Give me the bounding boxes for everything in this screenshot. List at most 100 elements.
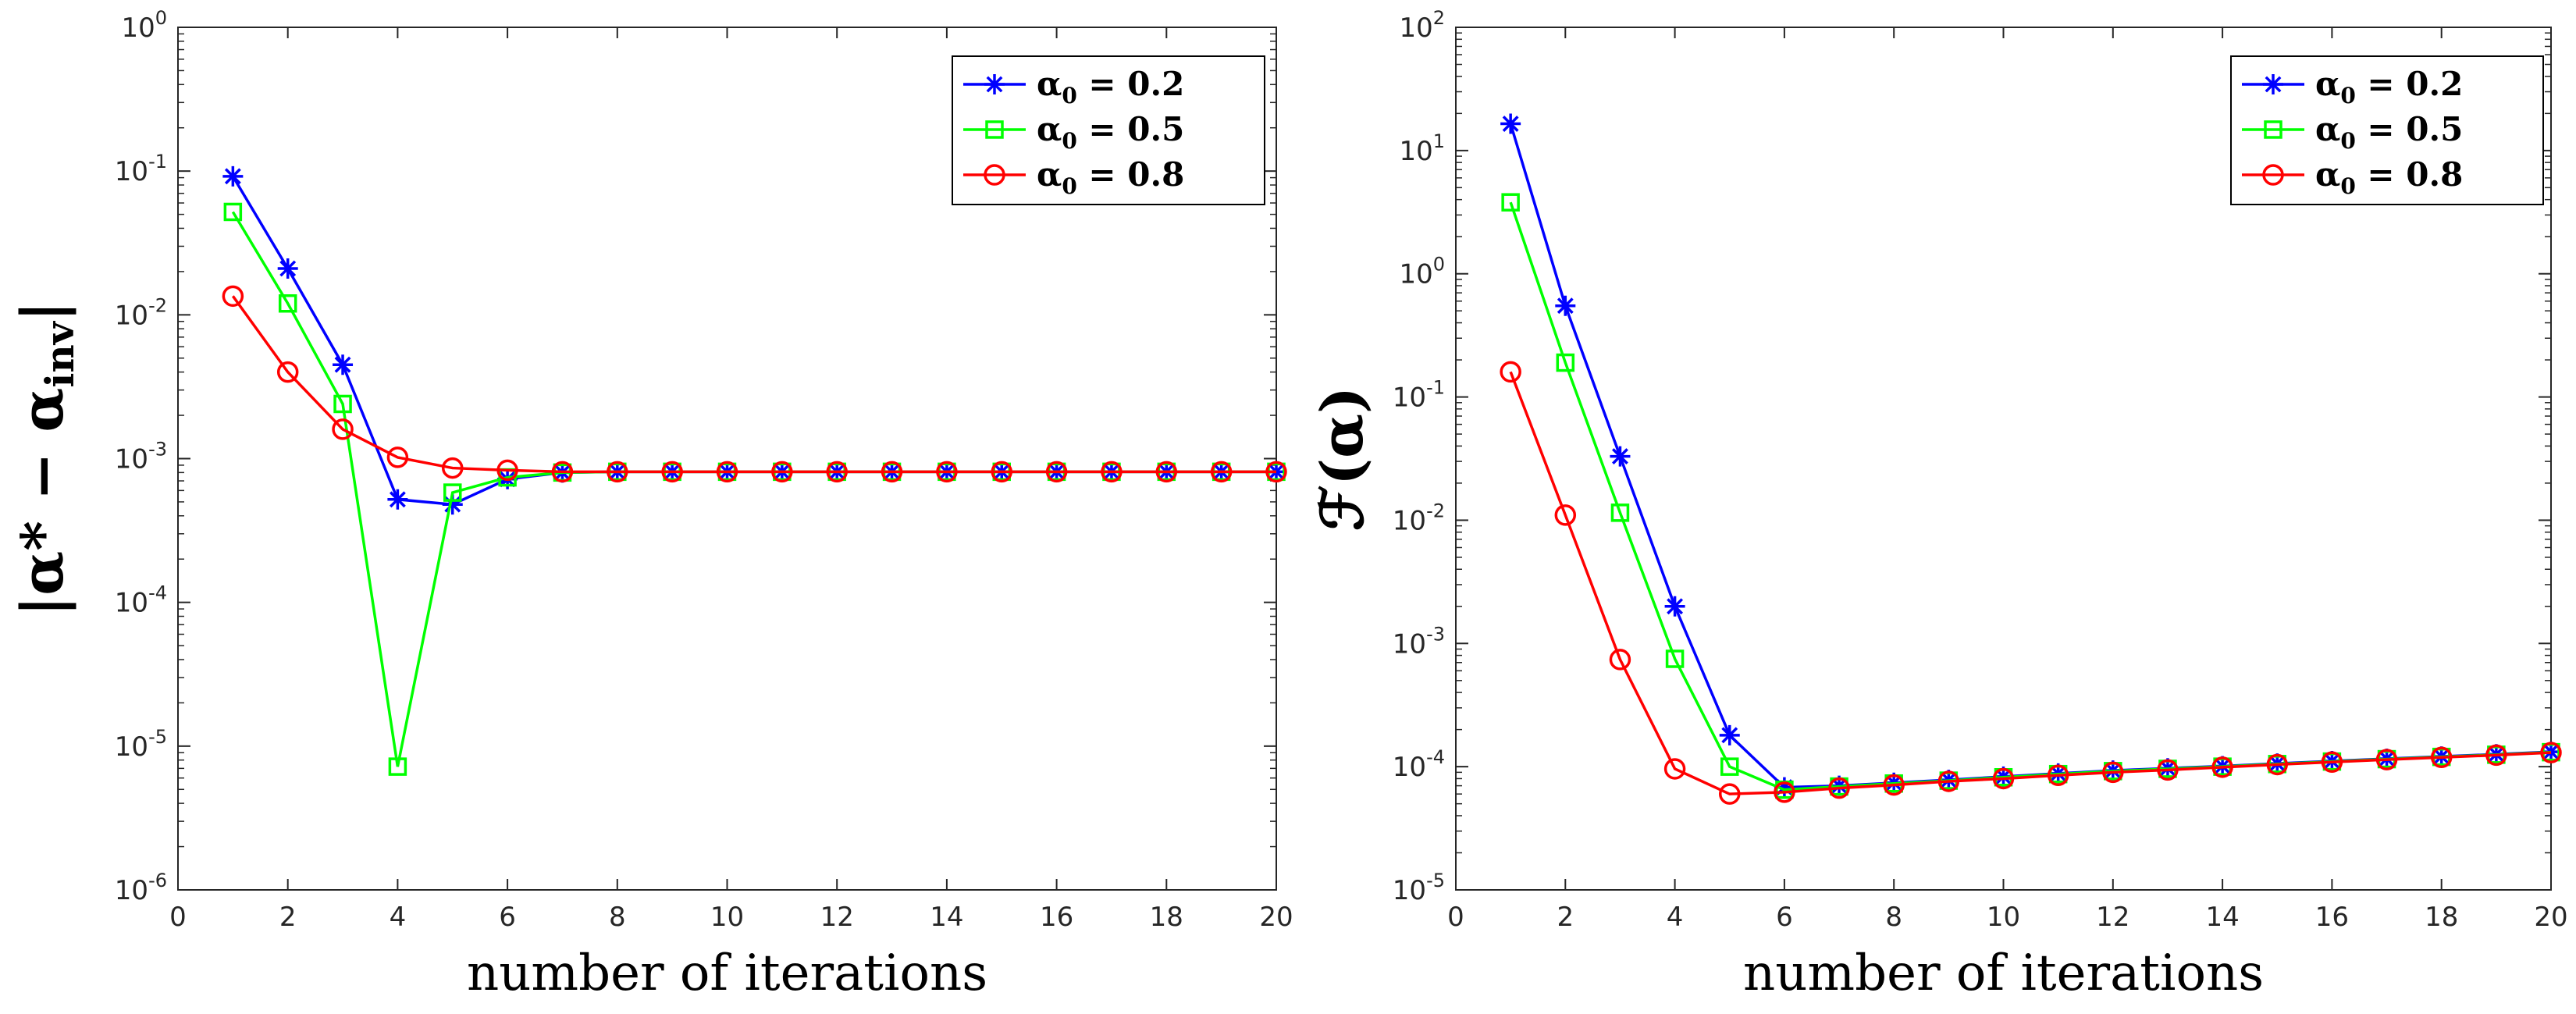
- x-tick-label: 0: [1447, 902, 1464, 933]
- y-tick-label: 10-5: [115, 726, 167, 763]
- legend-label: α0 = 0.2: [1037, 65, 1184, 109]
- legend-label: α0 = 0.8: [2315, 155, 2463, 199]
- data-point: [2375, 749, 2398, 770]
- data-point: [1719, 783, 1741, 805]
- data-point: [388, 757, 407, 776]
- data-point: [276, 361, 299, 383]
- data-point: [716, 461, 738, 483]
- y-tick-label: 10-3: [1393, 623, 1445, 660]
- legend-marker: [984, 164, 1005, 186]
- data-point: [1101, 461, 1123, 483]
- data-point: [2102, 761, 2124, 784]
- y-tick-label: 10-2: [1393, 500, 1445, 536]
- x-tick-label: 10: [710, 902, 744, 933]
- data-point: [332, 418, 354, 440]
- data-point: [333, 354, 354, 375]
- data-point: [1500, 361, 1521, 383]
- x-axis-label: number of iterations: [1743, 945, 2264, 1002]
- data-point: [1155, 461, 1178, 483]
- data-point: [1555, 295, 1576, 316]
- data-point: [1664, 596, 1685, 617]
- series-3: [1500, 361, 2562, 805]
- x-tick-label: 20: [1259, 902, 1293, 933]
- data-point: [1554, 504, 1577, 526]
- y-tick-label: 100: [1399, 254, 1445, 290]
- data-point: [277, 258, 298, 279]
- x-tick-label: 10: [1987, 902, 2020, 933]
- x-tick-label: 6: [1776, 902, 1793, 933]
- legend-marker: [985, 120, 1004, 139]
- data-point: [1610, 446, 1631, 467]
- legend-marker: [984, 74, 1005, 94]
- y-axis-label: ℱ(α): [1309, 386, 1376, 531]
- x-tick-label: 4: [1667, 902, 1684, 933]
- y-tick-label: 10-1: [1393, 377, 1445, 414]
- data-point: [1719, 724, 1740, 745]
- x-tick-label: 0: [169, 902, 187, 933]
- y-tick-label: 10-4: [1393, 746, 1445, 783]
- data-point: [826, 461, 848, 483]
- y-axis-label: |α* − αinv|: [9, 301, 83, 616]
- data-point: [1720, 757, 1739, 776]
- y-tick-label: 102: [1399, 7, 1445, 44]
- data-point: [1556, 353, 1575, 372]
- chart-panel-left: 0 2 4 6 8 10 12 14 16 18 20 10-6 10-5 10-4 10-3 10-2 10-…: [9, 7, 1293, 1002]
- legend-marker: [2264, 120, 2282, 139]
- legend-marker: [2263, 74, 2283, 94]
- y-tick-label: 10-5: [1393, 870, 1445, 906]
- y-tick-label: 10-1: [115, 151, 167, 187]
- chart-panel-right: 0 2 4 6 8 10 12 14 16 18 20 10-5 10-4 10-3 10-2 10-1 100…: [1309, 7, 2568, 1002]
- data-point: [1210, 461, 1233, 483]
- data-point: [991, 461, 1012, 483]
- data-point: [1265, 461, 1287, 483]
- legend-label: α0 = 0.8: [1037, 155, 1184, 199]
- data-point: [2211, 756, 2233, 778]
- data-point: [771, 461, 793, 483]
- x-tick-label: 14: [930, 902, 963, 933]
- data-point: [2540, 742, 2562, 763]
- data-point: [1937, 770, 1960, 792]
- data-point: [1609, 649, 1631, 671]
- legend-marker: [2262, 164, 2284, 186]
- x-tick-label: 20: [2534, 902, 2567, 933]
- data-point: [2430, 746, 2453, 768]
- legend-label: α0 = 0.2: [2315, 65, 2463, 109]
- data-point: [1610, 503, 1630, 522]
- data-point: [1883, 774, 1905, 796]
- legend: α0 = 0.2α0 = 0.5α0 = 0.8: [2230, 55, 2544, 205]
- data-point: [551, 461, 574, 483]
- data-point: [278, 294, 297, 313]
- data-point: [222, 165, 244, 187]
- data-point: [1500, 113, 1521, 134]
- data-point: [496, 459, 518, 482]
- x-tick-label: 4: [390, 902, 407, 933]
- data-point: [2541, 742, 2561, 763]
- legend-label: α0 = 0.5: [2315, 110, 2463, 154]
- x-tick-label: 12: [2096, 902, 2129, 933]
- data-point: [607, 461, 628, 483]
- x-tick-label: 16: [1040, 902, 1073, 933]
- data-point: [1501, 193, 1520, 212]
- data-point: [936, 461, 958, 483]
- y-tick-label: 10-2: [115, 294, 167, 331]
- x-tick-label: 6: [499, 902, 516, 933]
- x-axis-label: number of iterations: [467, 945, 987, 1002]
- data-point: [2321, 751, 2343, 773]
- data-point: [222, 285, 244, 308]
- y-tick-label: 101: [1399, 130, 1445, 167]
- data-point: [881, 461, 903, 483]
- data-point: [386, 447, 409, 468]
- x-tick-label: 18: [1150, 902, 1183, 933]
- x-tick-label: 18: [2425, 902, 2458, 933]
- data-point: [387, 489, 408, 510]
- data-point: [1774, 777, 1795, 798]
- data-point: [2266, 753, 2288, 776]
- data-point: [661, 461, 683, 483]
- legend-label: α0 = 0.5: [1037, 110, 1184, 154]
- data-point: [223, 202, 243, 222]
- data-point: [1663, 758, 1686, 780]
- y-tick-label: 100: [121, 7, 167, 44]
- data-point: [2047, 764, 2069, 787]
- data-point: [442, 494, 463, 515]
- y-tick-label: 10-6: [115, 870, 167, 906]
